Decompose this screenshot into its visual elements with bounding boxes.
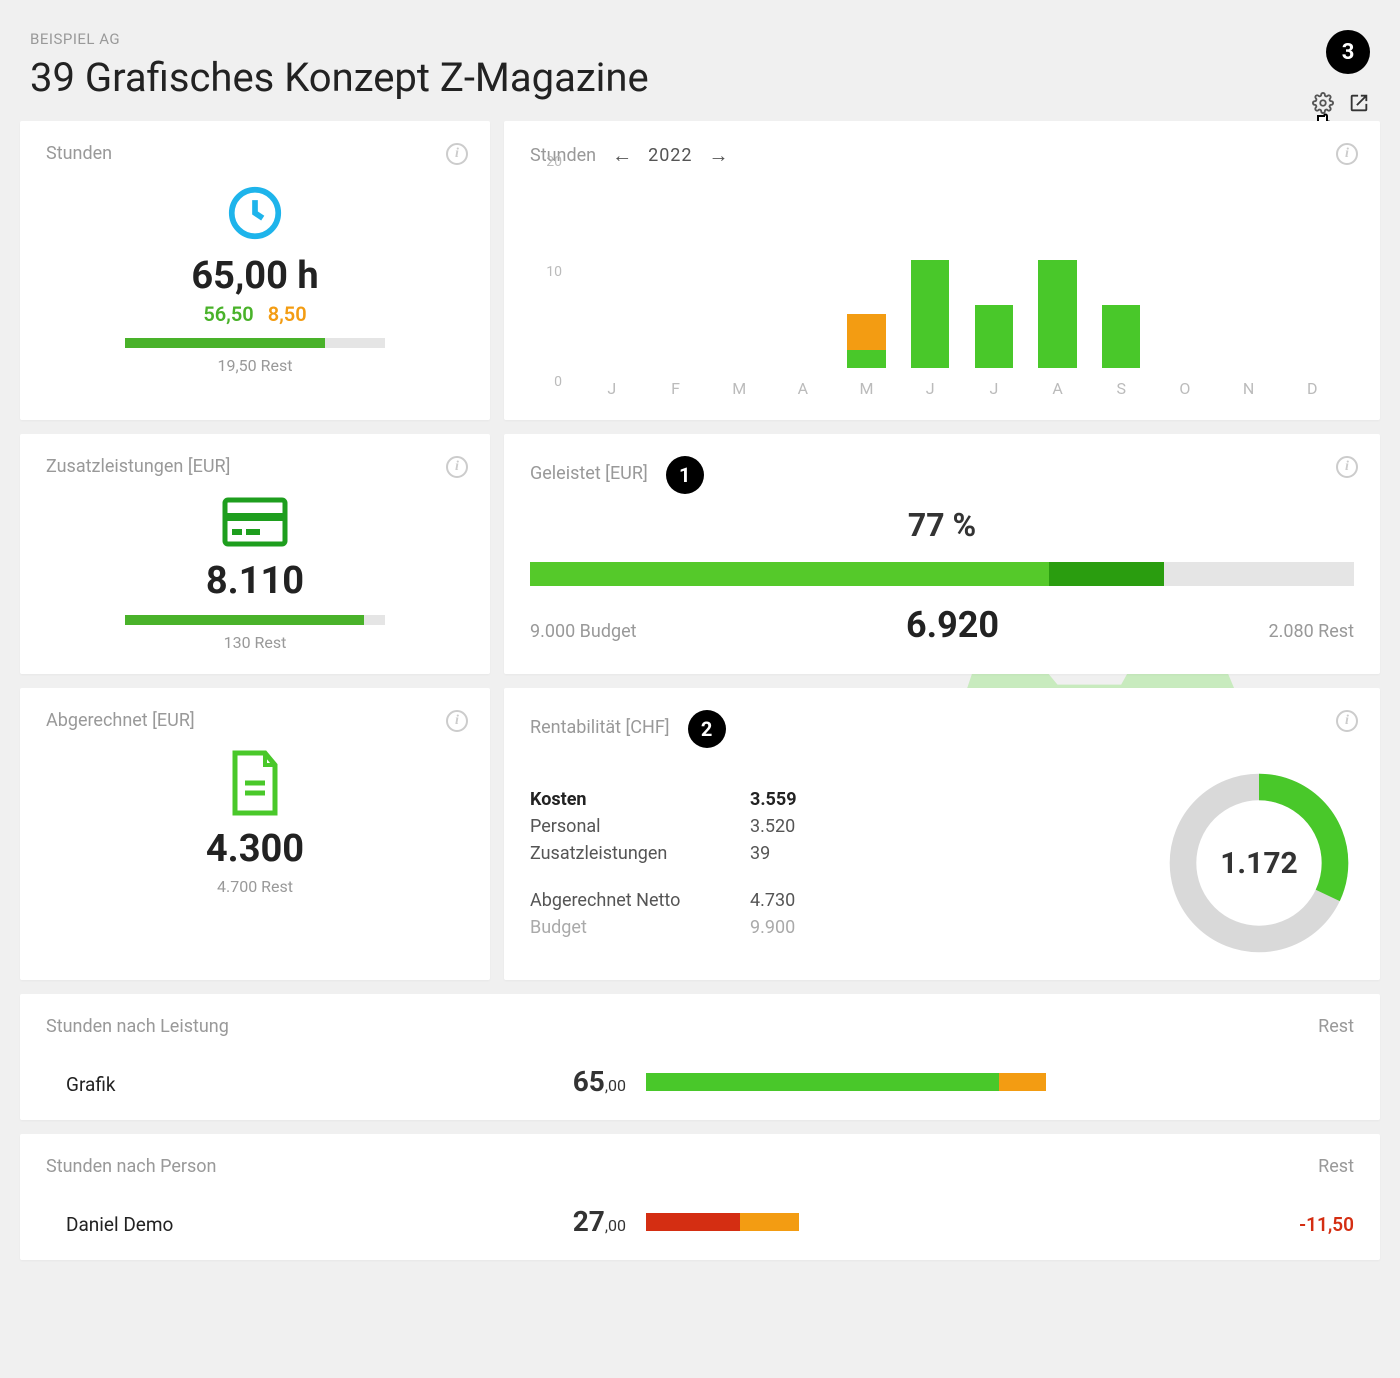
hours-orange-value: 8,50 (268, 302, 307, 326)
delivered-bar (530, 562, 1354, 586)
hours-rest: 19,50 Rest (46, 356, 464, 375)
hours-chart-title: Stunden (530, 145, 596, 166)
person-label: Daniel Demo (46, 1213, 486, 1236)
person-bar (646, 1213, 1234, 1231)
share-icon[interactable] (1348, 92, 1370, 114)
extras-value: 8.110 (46, 559, 464, 603)
hours-title: Stunden (46, 143, 464, 164)
billed-card: Abgerechnet [EUR] 4.300 4.700 Rest (20, 688, 490, 980)
billed-value: 4.300 (46, 827, 464, 871)
by-person-title: Stunden nach Person (46, 1156, 216, 1177)
profit-donut: 1.172 (1164, 768, 1354, 958)
hours-chart-card: Stunden ← 2022 → 01020 JFMAMJJASOND (504, 121, 1380, 420)
annotation-badge-2: 2 (688, 710, 726, 748)
year-label: 2022 (648, 145, 692, 166)
service-label: Grafik (46, 1073, 486, 1096)
extras-progress (125, 615, 385, 625)
hours-green-value: 56,50 (203, 302, 253, 326)
hours-card: Stunden 65,00 h 56,50 8,50 19,50 Rest (20, 121, 490, 420)
info-icon[interactable] (1336, 456, 1358, 478)
person-value: 27,00 (506, 1205, 626, 1238)
year-prev-button[interactable]: ← (612, 143, 632, 168)
profit-title: Rentabilität [CHF] (530, 717, 670, 738)
budget-label: 9.000 Budget (530, 621, 637, 642)
hours-progress (125, 338, 385, 348)
delivered-rest: 2.080 Rest (1268, 621, 1354, 642)
info-icon[interactable] (1336, 143, 1358, 165)
document-icon (227, 749, 283, 817)
delivered-card: Geleistet [EUR] 1 77 % 9.000 Budget 6.92… (504, 434, 1380, 674)
delivered-percent: 77 % (530, 506, 1354, 544)
service-bar (646, 1073, 1234, 1091)
billed-rest: 4.700 Rest (46, 877, 464, 896)
year-next-button[interactable]: → (709, 143, 729, 168)
by-service-card: Stunden nach Leistung Rest Grafik 65,00 (20, 994, 1380, 1120)
profit-table: Kosten3.559Personal3.520Zusatzleistungen… (530, 786, 1124, 941)
extras-rest: 130 Rest (46, 633, 464, 652)
billed-title: Abgerechnet [EUR] (46, 710, 464, 731)
rest-header: Rest (1318, 1156, 1354, 1177)
person-rest: -11,50 (1254, 1213, 1354, 1236)
extras-card: Zusatzleistungen [EUR] 8.110 130 Rest (20, 434, 490, 674)
clock-icon (224, 182, 286, 244)
delivered-value: 6.920 (906, 604, 999, 646)
hours-value: 65,00 h (46, 254, 464, 298)
hours-chart: 01020 JFMAMJJASOND (530, 178, 1354, 398)
page-title: 39 Grafisches Konzept Z-Magazine (30, 54, 1370, 101)
card-icon (220, 495, 290, 549)
rest-header: Rest (1318, 1016, 1354, 1037)
delivered-title: Geleistet [EUR] (530, 463, 648, 484)
donut-value: 1.172 (1164, 768, 1354, 958)
info-icon[interactable] (446, 143, 468, 165)
annotation-badge-3: 3 (1326, 30, 1370, 74)
extras-title: Zusatzleistungen [EUR] (46, 456, 464, 477)
profit-card: Rentabilität [CHF] 2 Kosten3.559Personal… (504, 688, 1380, 980)
info-icon[interactable] (446, 456, 468, 478)
by-person-card: Stunden nach Person Rest Daniel Demo 27,… (20, 1134, 1380, 1260)
annotation-badge-1: 1 (666, 456, 704, 494)
info-icon[interactable] (1336, 710, 1358, 732)
company-label: BEISPIEL AG (30, 30, 1370, 48)
by-service-title: Stunden nach Leistung (46, 1016, 229, 1037)
info-icon[interactable] (446, 710, 468, 732)
service-value: 65,00 (506, 1065, 626, 1098)
